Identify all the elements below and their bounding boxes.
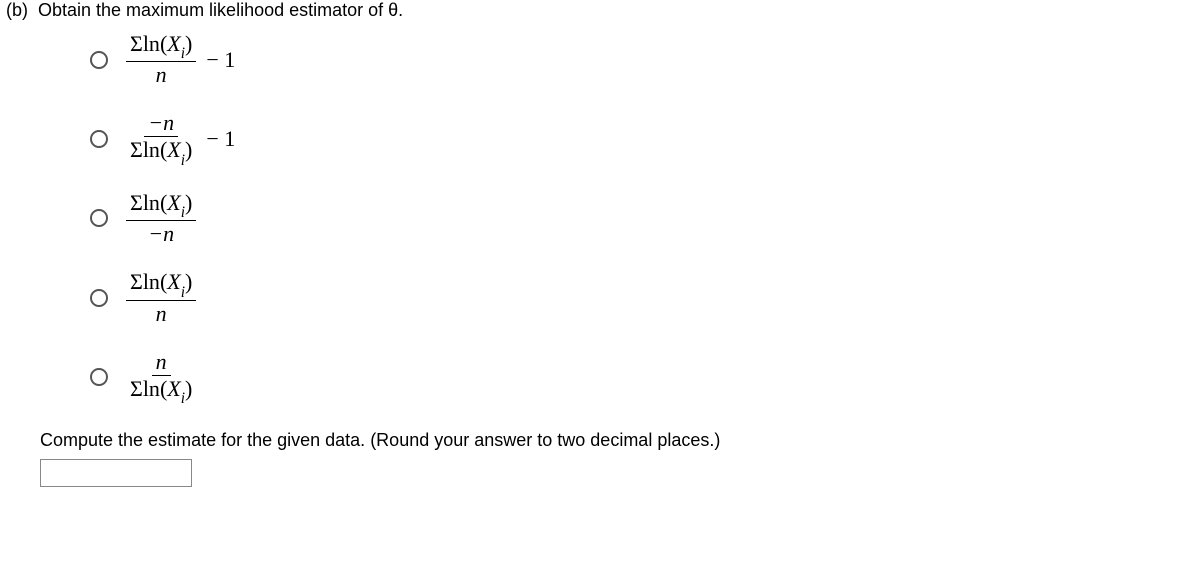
option-3-formula: Σln(Xi) −n [126, 190, 196, 247]
radio-icon[interactable] [90, 368, 108, 386]
option-1[interactable]: Σln(Xi) n − 1 [90, 31, 1200, 88]
radio-icon[interactable] [90, 289, 108, 307]
radio-icon[interactable] [90, 130, 108, 148]
compute-instruction: Compute the estimate for the given data.… [0, 430, 1200, 451]
radio-icon[interactable] [90, 51, 108, 69]
option-5[interactable]: n Σln(Xi) [90, 349, 1200, 406]
option-4[interactable]: Σln(Xi) n [90, 269, 1200, 326]
option-4-formula: Σln(Xi) n [126, 269, 196, 326]
answer-input[interactable] [40, 459, 192, 487]
question-text: Obtain the maximum likelihood estimator … [38, 0, 403, 21]
options-group: Σln(Xi) n − 1 −n Σln(Xi) − 1 Σln [0, 31, 1200, 406]
option-5-formula: n Σln(Xi) [126, 349, 196, 406]
option-1-formula: Σln(Xi) n − 1 [126, 31, 235, 88]
option-3[interactable]: Σln(Xi) −n [90, 190, 1200, 247]
option-2-formula: −n Σln(Xi) − 1 [126, 110, 235, 167]
radio-icon[interactable] [90, 209, 108, 227]
option-2[interactable]: −n Σln(Xi) − 1 [90, 110, 1200, 167]
part-label: (b) [6, 0, 38, 21]
